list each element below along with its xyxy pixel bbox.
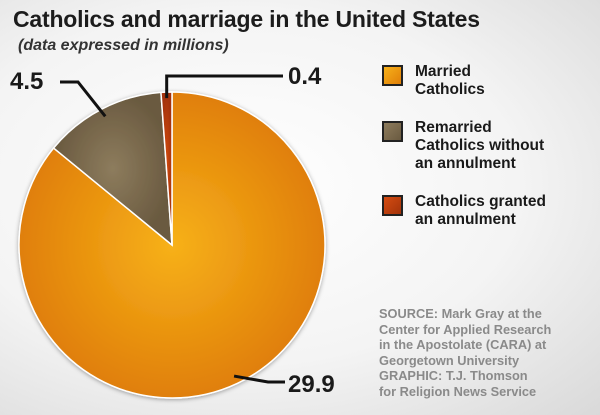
data-label-remarried: 4.5 (10, 68, 43, 95)
legend-swatch-married (382, 65, 403, 86)
chart-title: Catholics and marriage in the United Sta… (13, 6, 480, 32)
legend-swatch-annulment (382, 195, 403, 216)
leader-line-remarried (60, 80, 107, 118)
pie-slice-remarried (52, 91, 173, 247)
legend-item-remarried: Remarried Catholics without an annulment (382, 119, 592, 173)
data-label-annulment: 0.4 (288, 63, 322, 90)
legend-label-married: Married Catholics (415, 63, 485, 98)
legend-label-annulment: Catholics granted an annulment (415, 193, 546, 228)
legend-swatch-remarried (382, 121, 403, 142)
legend-item-annulment: Catholics granted an annulment (382, 193, 592, 229)
leader-line-married (233, 374, 285, 384)
source-credit: SOURCE: Mark Gray at the Center for Appl… (379, 306, 552, 399)
data-label-married: 29.9 (288, 371, 335, 398)
chart-subtitle: (data expressed in millions) (18, 37, 229, 54)
legend-label-remarried: Remarried Catholics without an annulment (415, 119, 545, 172)
legend-item-married: Married Catholics (382, 63, 592, 99)
leader-line-annulment (165, 74, 283, 99)
legend: Married Catholics Remarried Catholics wi… (382, 63, 592, 229)
